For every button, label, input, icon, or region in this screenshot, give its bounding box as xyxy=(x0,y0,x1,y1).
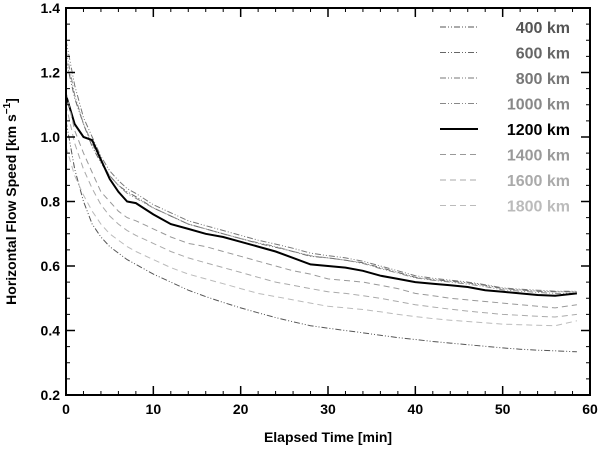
x-tick-label: 10 xyxy=(146,401,162,417)
y-tick-label: 1.2 xyxy=(41,65,61,81)
y-tick-label: 1.4 xyxy=(41,0,61,16)
series-line-400-km xyxy=(65,120,577,353)
y-tick-label: 1.0 xyxy=(41,129,61,145)
legend: 400 km 600 km 800 km 1000 km 1200 km 1400 km 1… xyxy=(440,20,570,216)
x-tick-label: 40 xyxy=(408,401,424,417)
legend-label: 1000 km xyxy=(507,97,570,114)
x-tick-label: 0 xyxy=(62,401,70,417)
y-axis-title-end: ] xyxy=(3,98,19,103)
y-axis-title-main: Horizontal Flow Speed [km s xyxy=(3,114,19,305)
series-line-1000-km xyxy=(65,49,577,294)
y-tick-label: 0.2 xyxy=(41,387,61,403)
y-tick-label: 0.8 xyxy=(41,194,61,210)
legend-label: 400 km xyxy=(516,20,570,37)
legend-label: 1600 km xyxy=(507,173,570,190)
axis-ticks: 0 10 20 30 40 50 60 0.2 0.4 0.6 0.8 1.0 1.2 1.4 xyxy=(41,0,598,417)
x-tick-label: 60 xyxy=(582,401,598,417)
series-line-1600-km xyxy=(65,104,577,318)
series-line-800-km xyxy=(65,40,577,292)
y-axis-title-superscript: −1 xyxy=(2,102,13,114)
y-tick-label: 0.6 xyxy=(41,258,61,274)
legend-label: 1400 km xyxy=(507,148,570,165)
legend-label: 600 km xyxy=(516,46,570,63)
plot-area xyxy=(65,40,578,353)
legend-label: 800 km xyxy=(516,71,570,88)
y-tick-label: 0.4 xyxy=(41,323,61,339)
series-line-1200-km xyxy=(65,94,578,297)
series-line-1800-km xyxy=(65,146,578,327)
series-line-1400-km xyxy=(65,91,577,309)
legend-label: 1200 km xyxy=(507,122,570,139)
x-tick-label: 30 xyxy=(320,401,336,417)
y-axis-title: Horizontal Flow Speed [km s−1] xyxy=(2,98,19,305)
x-axis-title: Elapsed Time [min] xyxy=(264,429,392,445)
x-tick-label: 50 xyxy=(495,401,511,417)
x-tick-label: 20 xyxy=(233,401,249,417)
legend-label: 1800 km xyxy=(507,199,570,216)
